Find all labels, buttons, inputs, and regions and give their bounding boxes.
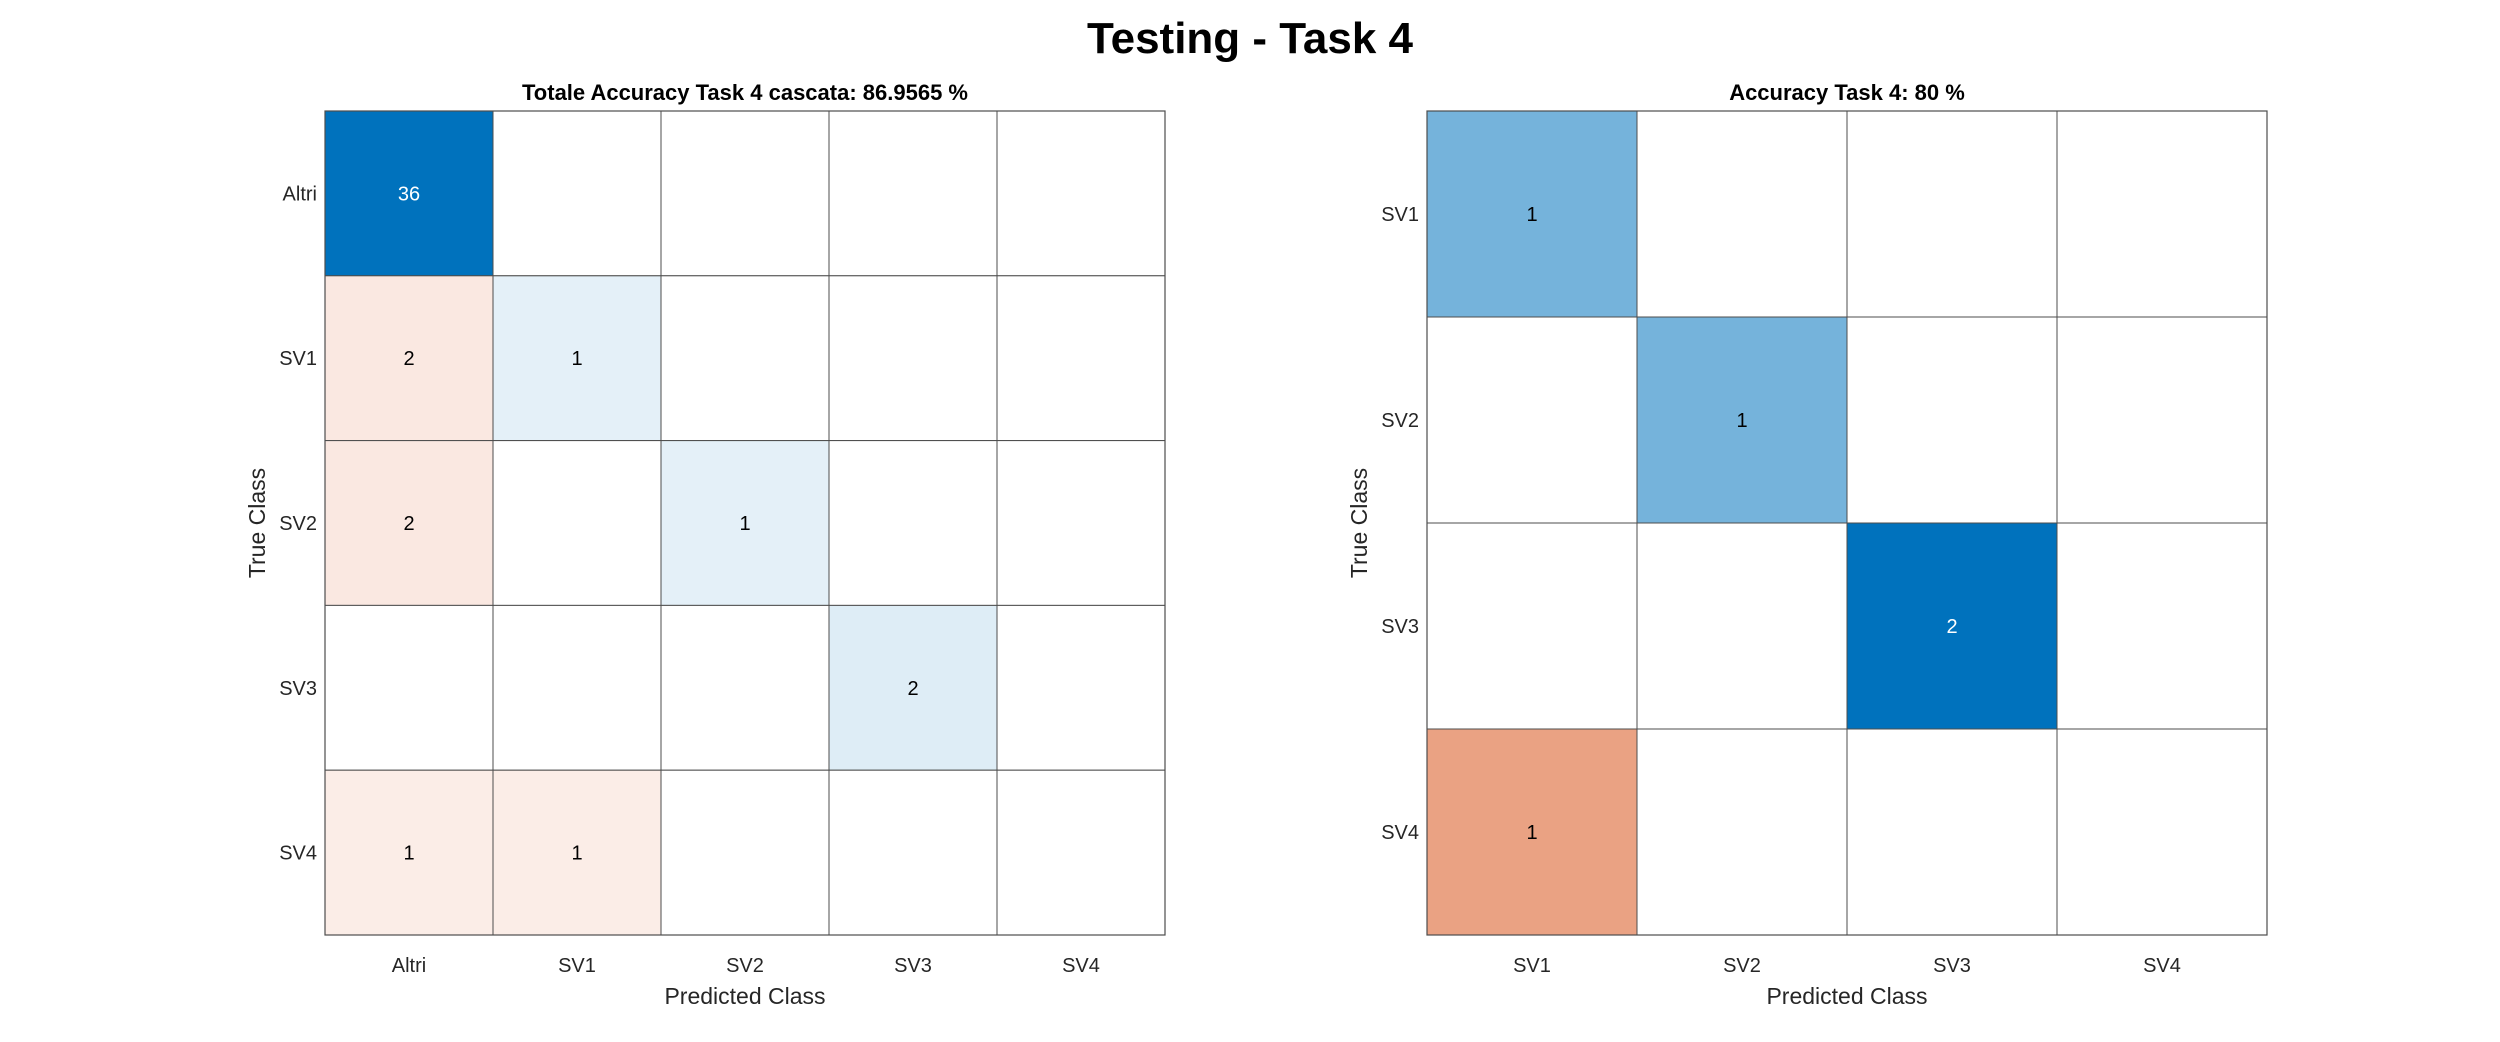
right-cell-value-0-0: 1 <box>1526 204 1537 226</box>
left-cell-3-3 <box>828 604 998 771</box>
right-plot-border <box>1426 110 2268 936</box>
right-cell-value-3-0: 1 <box>1526 822 1537 844</box>
left-cell-2-1 <box>492 440 662 606</box>
left-col-label-1: SV1 <box>558 955 596 977</box>
right-chart-title: Accuracy Task 4: 80 % <box>1729 80 1965 105</box>
left-cell-2-0 <box>324 440 494 606</box>
left-x-axis-label: Predicted Class <box>664 983 825 1009</box>
left-cell-0-1 <box>492 110 662 277</box>
left-cell-value-2-0: 2 <box>403 513 414 535</box>
left-cell-2-4 <box>996 440 1166 606</box>
left-cell-1-1 <box>492 275 662 442</box>
right-col-label-0: SV1 <box>1513 955 1551 977</box>
right-cell-0-1 <box>1636 110 1848 318</box>
left-row-label-4: SV4 <box>279 843 317 865</box>
right-row-label-3: SV4 <box>1381 822 1419 844</box>
right-cell-2-0 <box>1426 522 1638 730</box>
right-col-label-1: SV2 <box>1723 955 1761 977</box>
right-cell-1-2 <box>1846 316 2058 524</box>
left-confusion-matrix: 36 2 1 2 1 2 1 1 Totale Accuracy Task 4 cascata:… <box>244 80 1166 1009</box>
left-cell-value-2-2: 1 <box>739 513 750 535</box>
right-cell-0-0 <box>1426 110 1638 318</box>
left-cell-1-2 <box>660 275 830 442</box>
right-cell-3-2 <box>1846 728 2058 936</box>
left-cell-2-3 <box>828 440 998 606</box>
left-col-label-2: SV2 <box>726 955 764 977</box>
right-cell-1-0 <box>1426 316 1638 524</box>
left-cell-0-2 <box>660 110 830 277</box>
right-x-axis-label: Predicted Class <box>1766 983 1927 1009</box>
left-cell-value-4-1: 1 <box>571 843 582 865</box>
left-y-axis-label: True Class <box>244 468 270 578</box>
left-cell-1-3 <box>828 275 998 442</box>
right-row-label-2: SV3 <box>1381 616 1419 638</box>
left-cell-0-0 <box>324 110 494 277</box>
left-cell-1-4 <box>996 275 1166 442</box>
figure-title: Testing - Task 4 <box>1086 14 1413 63</box>
left-row-label-3: SV3 <box>279 678 317 700</box>
left-cell-0-3 <box>828 110 998 277</box>
left-row-label-2: SV2 <box>279 513 317 535</box>
right-cell-value-2-2: 2 <box>1946 616 1957 638</box>
right-row-label-1: SV2 <box>1381 410 1419 432</box>
left-cell-1-0 <box>324 275 494 442</box>
left-chart-title: Totale Accuracy Task 4 cascata: 86.9565 … <box>522 80 968 105</box>
right-cell-2-3 <box>2056 522 2268 730</box>
left-cell-0-4 <box>996 110 1166 277</box>
left-cell-value-1-0: 2 <box>403 348 414 370</box>
left-cell-value-4-0: 1 <box>403 843 414 865</box>
left-col-label-0: Altri <box>392 955 426 977</box>
right-cell-1-3 <box>2056 316 2268 524</box>
right-cell-0-3 <box>2056 110 2268 318</box>
left-row-label-1: SV1 <box>279 348 317 370</box>
right-cell-value-1-1: 1 <box>1736 410 1747 432</box>
right-cell-3-0 <box>1426 728 1638 936</box>
left-col-label-4: SV4 <box>1062 955 1100 977</box>
left-cell-value-3-3: 2 <box>907 678 918 700</box>
right-cell-3-1 <box>1636 728 1848 936</box>
right-confusion-matrix: 1 1 2 1 Accuracy Task 4: 80 % SV1 SV2 SV3 SV4 SV1… <box>1346 80 2268 1009</box>
left-cell-4-3 <box>828 769 998 936</box>
right-row-label-0: SV1 <box>1381 204 1419 226</box>
left-cell-value-1-1: 1 <box>571 348 582 370</box>
left-cell-4-4 <box>996 769 1166 936</box>
right-cell-2-2 <box>1846 522 2058 730</box>
left-cell-value-0-0: 36 <box>398 183 420 205</box>
right-cell-0-2 <box>1846 110 2058 318</box>
right-cell-2-1 <box>1636 522 1848 730</box>
right-col-label-3: SV4 <box>2143 955 2181 977</box>
left-row-label-0: Altri <box>283 183 317 205</box>
left-cell-4-1 <box>492 769 662 936</box>
left-plot-border <box>324 110 1166 936</box>
right-y-axis-label: True Class <box>1346 468 1372 578</box>
left-cell-3-2 <box>660 604 830 771</box>
left-cell-3-1 <box>492 604 662 771</box>
left-col-label-3: SV3 <box>894 955 932 977</box>
right-cell-3-3 <box>2056 728 2268 936</box>
left-cell-3-4 <box>996 604 1166 771</box>
left-cell-4-0 <box>324 769 494 936</box>
left-cell-4-2 <box>660 769 830 936</box>
left-cell-3-0 <box>324 604 494 771</box>
right-col-label-2: SV3 <box>1933 955 1971 977</box>
